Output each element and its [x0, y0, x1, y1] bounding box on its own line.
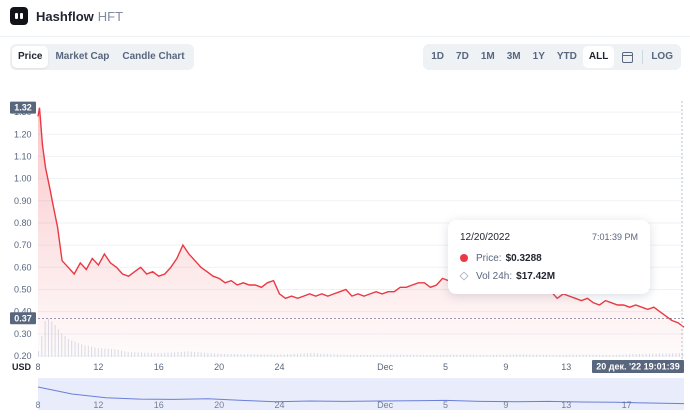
calendar-icon [621, 51, 633, 63]
y-tick-label: 0.50 [14, 284, 32, 294]
navigator-tick-label: Dec [377, 400, 394, 410]
range-1y-button[interactable]: 1Y [532, 51, 545, 62]
tooltip-vol-label: Vol 24h: [476, 270, 513, 282]
coin-name: Hashflow [36, 8, 94, 24]
high-badge-text: 1.32 [14, 103, 32, 113]
high-badge-bg [10, 101, 36, 114]
x-tick-label: 13 [561, 362, 571, 372]
navigator-tick-label: 5 [443, 400, 448, 410]
x-tick-label: 9 [503, 362, 508, 372]
time-badge-text: 20 дек. '22 19:01:39 [596, 362, 679, 372]
x-tick-label: 16 [154, 362, 164, 372]
hashflow-logo-icon [10, 7, 28, 25]
range-separator [642, 50, 644, 64]
coin-symbol: HFT [97, 8, 124, 24]
tooltip-time: 7:01:39 PM [591, 232, 638, 242]
crosshair-time-badge: 20 дек. '22 19:01:39 [592, 360, 684, 373]
y-tick-label: 0.60 [14, 262, 32, 272]
high-price-badge: 1.32 [10, 101, 36, 114]
range-7d-button[interactable]: 7D [456, 51, 469, 62]
x-axis: USD812162024Dec591317 [12, 362, 632, 372]
log-scale-button[interactable]: LOG [651, 51, 673, 62]
tab-price[interactable]: Price [12, 46, 49, 68]
coin-header: Hashflow HFT [0, 0, 690, 32]
date-picker-button[interactable] [614, 46, 640, 68]
navigator-tick-label: 9 [503, 400, 508, 410]
range-1d-button[interactable]: 1D [431, 51, 445, 62]
y-tick-label: 0.30 [14, 329, 32, 339]
axis-unit-label: USD [12, 362, 32, 372]
navigator-tick-label: 8 [35, 400, 40, 410]
volume-diamond-icon [459, 271, 469, 281]
range-1m-button[interactable]: 1M [480, 51, 495, 62]
range-3m-button[interactable]: 3M [506, 51, 521, 62]
header-divider [0, 36, 690, 37]
navigator-background [38, 378, 684, 410]
tooltip-price-label: Price: [476, 252, 502, 264]
x-tick-label: 8 [35, 362, 40, 372]
x-tick-label: Dec [377, 362, 394, 372]
time-badge-bg [592, 360, 684, 373]
navigator-tick-label: 24 [274, 400, 284, 410]
tooltip-date: 12/20/2022 [460, 231, 511, 243]
y-tick-label: 0.90 [14, 196, 32, 206]
tooltip-price-value: $0.3288 [505, 252, 542, 264]
tab-candle-chart[interactable]: Candle Chart [122, 51, 185, 62]
navigator-line [37, 386, 685, 405]
price-tooltip: 12/20/2022 7:01:39 PM Price: $0.3288 Vol… [448, 220, 650, 294]
navigator-tick-label: 20 [214, 400, 224, 410]
range-ytd-button[interactable]: YTD [556, 51, 577, 62]
x-tick-label: 5 [443, 362, 448, 372]
y-tick-label: 1.00 [14, 174, 32, 184]
range-all-button[interactable]: ALL [582, 46, 615, 68]
x-tick-label: 20 [214, 362, 224, 372]
navigator-tick-label: 12 [93, 400, 103, 410]
price-dot-icon [460, 254, 468, 262]
y-tick-label: 1.20 [14, 129, 32, 139]
time-range-selector: 1D 7D 1M 3M 1Y YTD ALL LOG [423, 44, 681, 70]
price-line [37, 107, 685, 328]
range-navigator: 8 12 16 20 24 Dec 5 9 13 17 [35, 378, 685, 410]
y-tick-label: 0.70 [14, 240, 32, 250]
navigator-tick-label: 13 [561, 400, 571, 410]
navigator-tick-label: 16 [154, 400, 164, 410]
y-tick-label: 0.20 [14, 351, 32, 361]
tooltip-vol-value: $17.42M [516, 270, 556, 282]
current-price-badge: 0.37 [10, 312, 36, 325]
current-badge-text: 0.37 [14, 313, 32, 323]
value-badges: 1.32 0.37 20 дек. '22 19:01:39 [10, 101, 684, 373]
x-tick-label: 12 [93, 362, 103, 372]
y-tick-label: 1.10 [14, 151, 32, 161]
y-tick-label: 0.40 [14, 307, 32, 317]
x-tick-label: 24 [274, 362, 284, 372]
current-badge-bg [10, 312, 36, 325]
chart-type-tabs: Price Market Cap Candle Chart [10, 44, 194, 70]
y-tick-label: 0.80 [14, 218, 32, 228]
tab-market-cap[interactable]: Market Cap [55, 51, 110, 62]
navigator-tick-label: 17 [622, 400, 632, 410]
